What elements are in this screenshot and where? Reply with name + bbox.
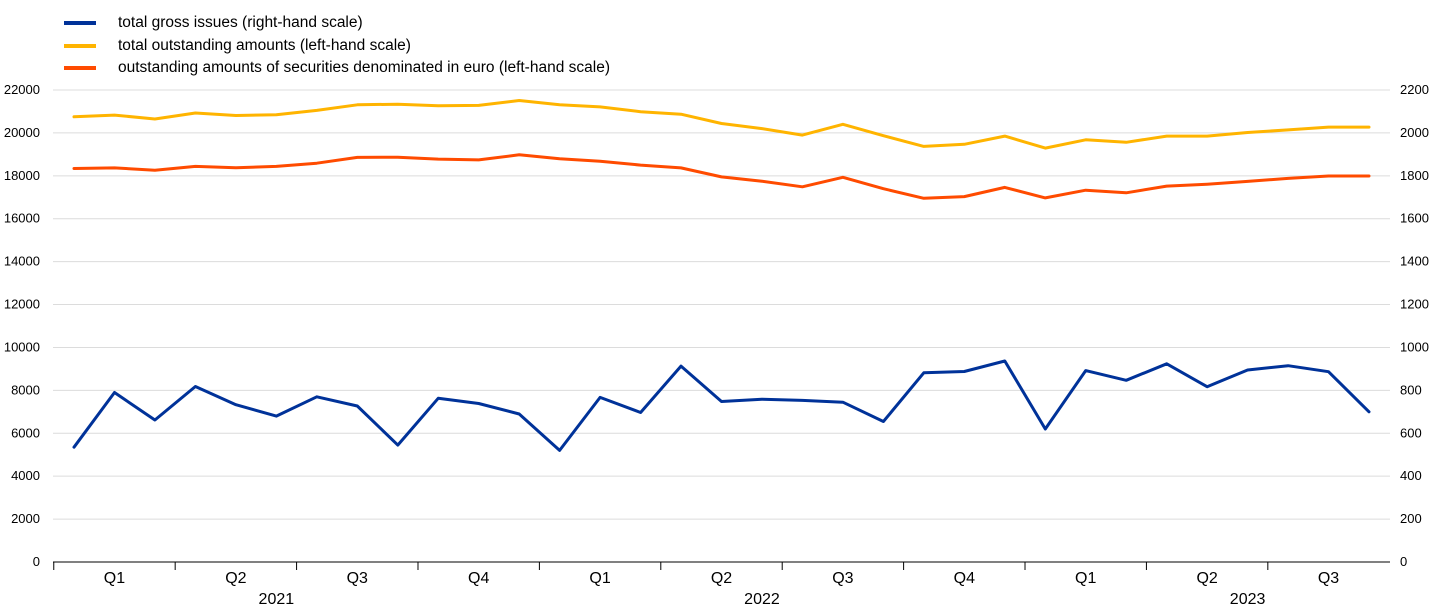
gridlines (53, 89, 1390, 520)
axes (53, 561, 1390, 570)
right-tick-label: 2000 (1400, 125, 1429, 140)
right-tick-label: 1600 (1400, 211, 1429, 226)
right-tick-label: 2200 (1400, 82, 1429, 97)
right-tick-label: 1400 (1400, 254, 1429, 269)
legend-swatch-gross-issues (64, 21, 96, 26)
right-tick-label: 1200 (1400, 297, 1429, 312)
legend-label-total-outstanding: total outstanding amounts (left-hand sca… (118, 36, 411, 54)
left-tick-label: 22000 (4, 82, 40, 97)
left-tick-label: 20000 (4, 125, 40, 140)
series-line-0 (72, 359, 1371, 452)
right-tick-label: 800 (1400, 382, 1422, 397)
quarter-label: Q3 (832, 570, 853, 587)
legend-item-total-outstanding: total outstanding amounts (left-hand sca… (64, 35, 610, 58)
legend-item-euro-outstanding: outstanding amounts of securities denomi… (64, 57, 610, 80)
left-tick-label: 0 (33, 554, 40, 569)
quarter-label: Q2 (1196, 570, 1217, 587)
quarter-label: Q1 (104, 570, 125, 587)
legend-label-gross-issues: total gross issues (right-hand scale) (118, 14, 363, 32)
x-axis-labels: Q1 Q2 Q3 Q4 Q1 Q2 Q3 Q4 Q1 Q2 Q3 2021 2022 2023 (104, 570, 1340, 606)
quarter-label: Q4 (954, 570, 975, 587)
right-axis-ticks: 0 200 400 600 800 1000 1200 1400 1600 1800 2000 220… (1400, 82, 1429, 569)
quarter-label: Q2 (225, 570, 246, 587)
left-tick-label: 6000 (11, 425, 40, 440)
series-line-2 (72, 153, 1371, 200)
series-line-1 (72, 99, 1371, 150)
year-label: 2021 (259, 591, 295, 606)
left-tick-label: 14000 (4, 254, 40, 269)
legend-swatch-total-outstanding (64, 43, 96, 48)
legend-label-euro-outstanding: outstanding amounts of securities denomi… (118, 59, 610, 77)
year-label: 2022 (744, 591, 780, 606)
left-tick-label: 18000 (4, 168, 40, 183)
left-tick-label: 16000 (4, 211, 40, 226)
right-tick-label: 1800 (1400, 168, 1429, 183)
left-tick-label: 10000 (4, 339, 40, 354)
left-tick-label: 8000 (11, 382, 40, 397)
right-tick-label: 1000 (1400, 339, 1429, 354)
left-tick-label: 12000 (4, 297, 40, 312)
legend-item-gross-issues: total gross issues (right-hand scale) (64, 12, 610, 35)
quarter-label: Q1 (589, 570, 610, 587)
quarter-label: Q3 (347, 570, 368, 587)
right-tick-label: 400 (1400, 468, 1422, 483)
right-tick-label: 200 (1400, 511, 1422, 526)
quarter-label: Q1 (1075, 570, 1096, 587)
chart-legend: total gross issues (right-hand scale) to… (64, 12, 610, 80)
quarter-label: Q4 (468, 570, 489, 587)
quarter-label: Q3 (1318, 570, 1339, 587)
left-tick-label: 2000 (11, 511, 40, 526)
right-tick-label: 600 (1400, 425, 1422, 440)
series-lines (72, 99, 1371, 452)
right-tick-label: 0 (1400, 554, 1407, 569)
quarter-label: Q2 (711, 570, 732, 587)
left-tick-label: 4000 (11, 468, 40, 483)
year-label: 2023 (1230, 591, 1266, 606)
legend-swatch-euro-outstanding (64, 66, 96, 71)
left-axis-ticks: 0 2000 4000 6000 8000 10000 12000 14000 16000 180… (4, 82, 40, 569)
